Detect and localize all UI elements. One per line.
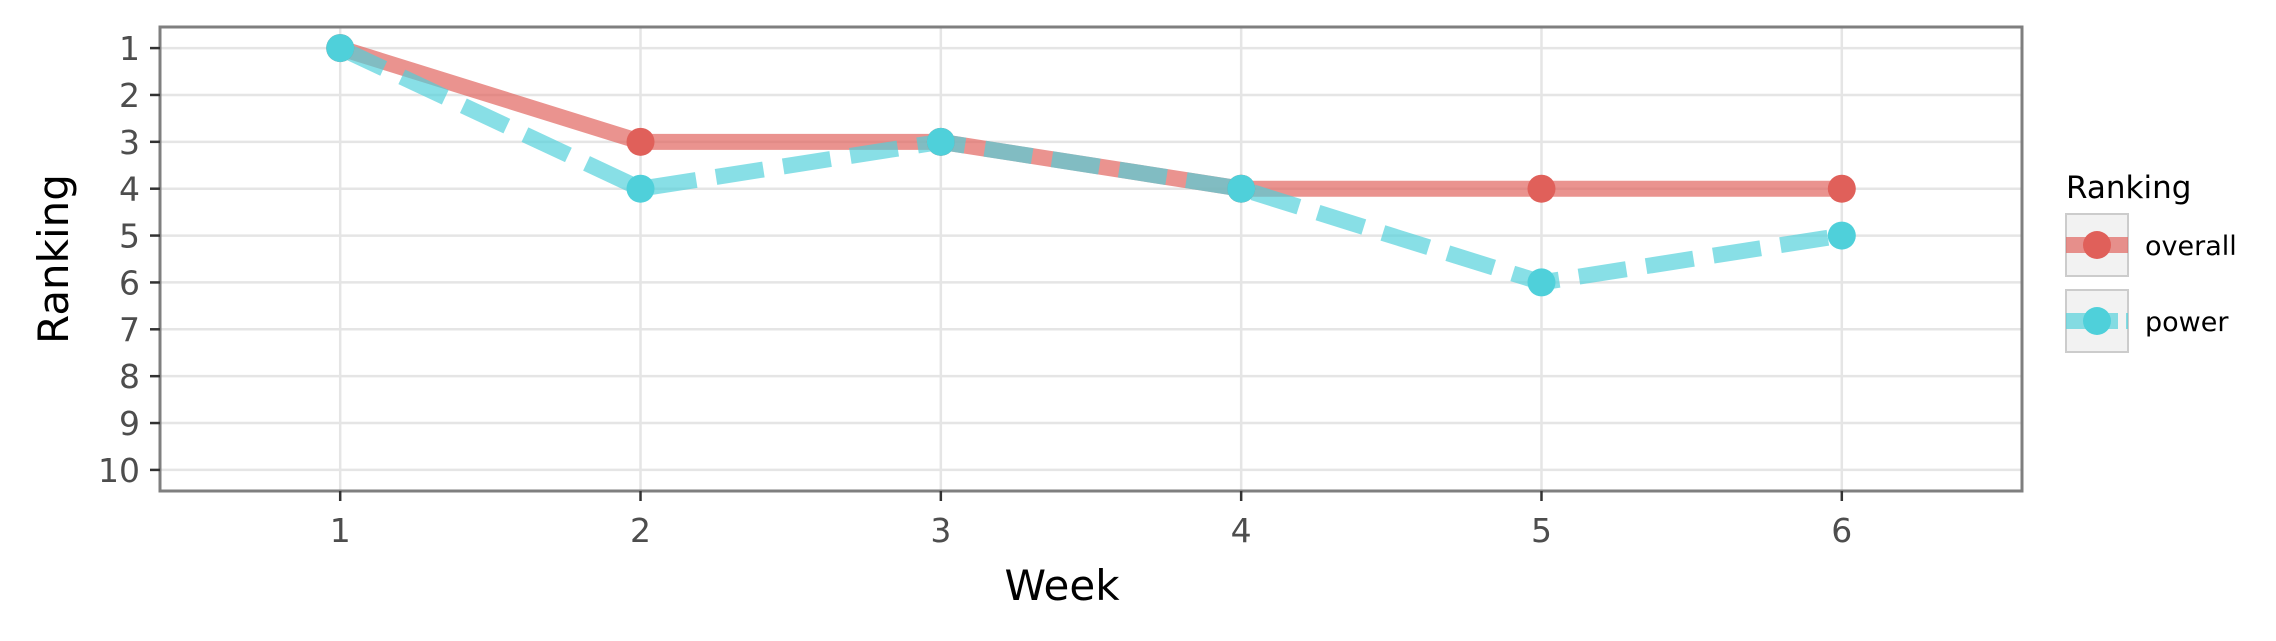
x-tick-label: 4	[1231, 511, 1252, 550]
y-tick-label: 2	[119, 76, 140, 115]
point-overall	[1527, 174, 1556, 203]
point-power	[626, 174, 655, 203]
legend-label-power: power	[2145, 307, 2229, 338]
y-tick-label: 7	[119, 310, 140, 349]
y-tick-label: 4	[119, 170, 140, 209]
y-tick-label: 8	[119, 357, 140, 396]
point-overall	[626, 127, 655, 156]
plot-border	[158, 25, 2024, 493]
series-lines	[336, 40, 1844, 291]
series-line-power	[336, 40, 1844, 291]
y-tick-label: 5	[119, 217, 140, 256]
legend-label-overall: overall	[2145, 231, 2237, 262]
y-axis: 1 2 3 4 5 6 7 8 9 10	[98, 29, 160, 490]
x-tick-label: 2	[630, 511, 651, 550]
legend-title: Ranking	[2066, 170, 2191, 206]
legend-marker-power	[2083, 307, 2111, 335]
point-power	[1527, 268, 1556, 297]
x-tick-label: 3	[930, 511, 951, 550]
point-power	[1227, 174, 1256, 203]
y-axis-title: Ranking	[29, 174, 78, 344]
legend: Ranking overall power	[2065, 170, 2237, 353]
point-power	[326, 34, 355, 63]
point-power	[926, 127, 955, 156]
point-overall	[1827, 174, 1856, 203]
legend-marker-overall	[2083, 231, 2111, 259]
y-tick-label: 10	[98, 451, 140, 490]
x-axis-title: Week	[1004, 561, 1120, 610]
point-power	[1827, 221, 1856, 250]
x-tick-label: 1	[330, 511, 351, 550]
x-tick-label: 5	[1531, 511, 1552, 550]
y-tick-label: 1	[119, 29, 140, 68]
x-tick-label: 6	[1831, 511, 1852, 550]
y-tick-label: 9	[119, 404, 140, 443]
series-points	[326, 34, 1856, 297]
y-tick-label: 6	[119, 263, 140, 302]
x-axis: 1 2 3 4 5 6	[330, 491, 1852, 550]
y-tick-label: 3	[119, 123, 140, 162]
